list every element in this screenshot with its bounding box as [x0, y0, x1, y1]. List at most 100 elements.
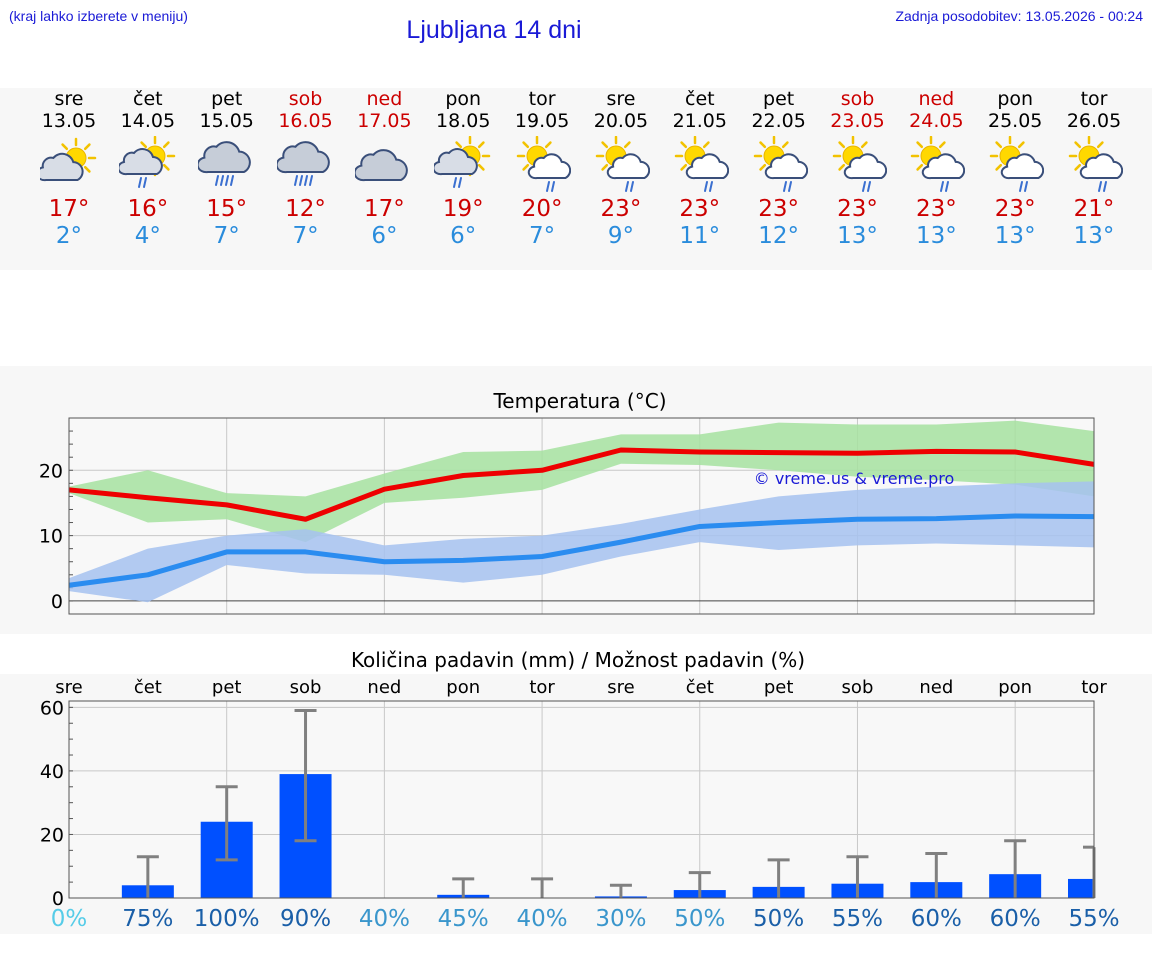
- weather-icon: [674, 136, 729, 192]
- weather-icon: [355, 149, 409, 182]
- weather-icon: [516, 136, 572, 192]
- sun-small-cloud-rain-icon: [674, 136, 729, 192]
- y-tick-label: 20: [39, 460, 63, 482]
- region-hint: (kraj lahko izberete v meniju): [9, 8, 188, 24]
- precipitation-bar: [1068, 878, 1094, 898]
- temperature-title: Temperatura (°C): [492, 389, 666, 413]
- max-temperature: 16°: [127, 196, 169, 222]
- precipitation-probability: 30%: [595, 906, 646, 932]
- forecast-day: tor 19.05 20° 7°: [502, 88, 582, 250]
- y-tick-label: 60: [40, 697, 64, 719]
- min-temperature: 11°: [679, 223, 721, 249]
- plot-frame: [68, 700, 1095, 899]
- day-date: 26.05: [1066, 110, 1122, 132]
- day-date: 15.05: [199, 110, 254, 132]
- x-tick-label: tor: [529, 677, 555, 698]
- precipitation-probability: 55%: [832, 906, 883, 932]
- max-temperature: 23°: [915, 196, 957, 222]
- precipitation-probability: 60%: [911, 906, 962, 932]
- day-name: ned: [366, 88, 403, 110]
- weather-icon: [832, 136, 887, 192]
- plot-frame: [68, 417, 1095, 615]
- sun-cloud-rain-icon: [118, 136, 176, 188]
- day-name: čet: [133, 88, 163, 110]
- precipitation-probability: 40%: [359, 906, 410, 932]
- x-tick-label: ned: [919, 677, 953, 698]
- sun-small-cloud-rain-icon: [753, 136, 808, 192]
- sun-small-cloud-rain-icon: [832, 136, 887, 192]
- x-tick-label: sre: [55, 677, 82, 698]
- day-date: 19.05: [514, 110, 570, 132]
- day-name: pon: [997, 88, 1034, 110]
- weather-icon: [595, 136, 650, 192]
- day-name: sob: [840, 88, 875, 110]
- x-tick-label: pet: [764, 677, 794, 698]
- forecast-day: čet 21.05 23° 11°: [660, 88, 740, 250]
- max-temperature: 23°: [600, 196, 642, 222]
- precipitation-probability: 100%: [194, 906, 260, 932]
- day-date: 17.05: [357, 110, 412, 132]
- weather-icon: [40, 137, 97, 182]
- day-date: 21.05: [672, 110, 727, 132]
- cloud-heavy-rain-icon: [197, 141, 251, 186]
- forecast-day: sob 23.05 23° 13°: [818, 88, 898, 250]
- forecast-day: ned 17.05 17° 6°: [344, 88, 424, 250]
- max-temperature: 17°: [364, 196, 405, 222]
- x-tick-label: pet: [212, 677, 242, 698]
- precipitation-probability: 0%: [51, 906, 88, 932]
- day-name: čet: [685, 88, 715, 110]
- x-tick-label: pon: [998, 677, 1032, 698]
- precipitation-probability: 75%: [122, 906, 173, 932]
- last-update: Zadnja posodobitev: 13.05.2026 - 00:24: [895, 8, 1143, 24]
- min-temperature: 12°: [758, 223, 800, 249]
- cloud-heavy-rain-icon: [276, 141, 330, 186]
- sun-small-cloud-rain-icon: [516, 136, 572, 192]
- tmin-line: [68, 513, 1095, 588]
- forecast-day: sre 20.05 23° 9°: [581, 88, 661, 250]
- day-name: sob: [288, 88, 323, 110]
- min-temperature: 7°: [529, 223, 556, 249]
- day-date: 25.05: [987, 110, 1043, 132]
- day-date: 18.05: [436, 110, 491, 132]
- sun-small-cloud-rain-icon: [989, 136, 1045, 192]
- min-temperature: 2°: [55, 223, 83, 249]
- watermark: © vreme.us & vreme.pro: [754, 469, 955, 488]
- x-tick-label: čet: [686, 677, 714, 698]
- forecast-day: ned 24.05 23° 13°: [896, 88, 976, 250]
- weather-icon: [911, 136, 966, 192]
- forecast-days: sre 13.05 17° 2° čet 14.05 16° 4° pet 15.05 15° 7° s…: [0, 88, 1152, 268]
- max-temperature: 17°: [48, 196, 90, 222]
- precipitation-probability: 50%: [674, 906, 725, 932]
- max-temperature: 15°: [206, 196, 248, 222]
- max-temperature: 23°: [994, 196, 1036, 222]
- forecast-day: tor 26.05 21° 13°: [1054, 88, 1134, 250]
- weather-icon: [753, 136, 808, 192]
- x-tick-label: sre: [607, 677, 634, 698]
- min-temperature: 13°: [1073, 223, 1115, 249]
- min-temperature: 6°: [371, 223, 398, 249]
- weather-icon: [118, 136, 176, 188]
- precipitation-probability: 40%: [517, 906, 568, 932]
- forecast-day: pon 18.05 19° 6°: [423, 88, 503, 250]
- day-date: 24.05: [909, 110, 964, 132]
- tmin-range-band: [69, 481, 1094, 603]
- y-tick-label: 20: [40, 824, 64, 846]
- x-tick-label: čet: [134, 677, 162, 698]
- precipitation-probability: 60%: [990, 906, 1041, 932]
- forecast-day: sob 16.05 12° 7°: [266, 88, 346, 250]
- cloud-icon: [355, 149, 409, 182]
- max-temperature: 20°: [521, 196, 563, 222]
- page-title: Ljubljana 14 dni: [406, 16, 582, 44]
- max-temperature: 12°: [285, 196, 326, 222]
- x-tick-label: ned: [367, 677, 401, 698]
- x-tick-label: sob: [290, 677, 322, 698]
- min-temperature: 13°: [837, 223, 878, 249]
- y-tick-label: 40: [40, 761, 64, 783]
- x-tick-label: tor: [1081, 677, 1107, 698]
- min-temperature: 4°: [134, 223, 161, 249]
- day-name: tor: [1080, 88, 1108, 110]
- max-temperature: 23°: [679, 196, 721, 222]
- precipitation-probability: 90%: [280, 906, 331, 932]
- day-name: pet: [763, 88, 795, 110]
- sun-cloud-rain-icon: [434, 136, 491, 188]
